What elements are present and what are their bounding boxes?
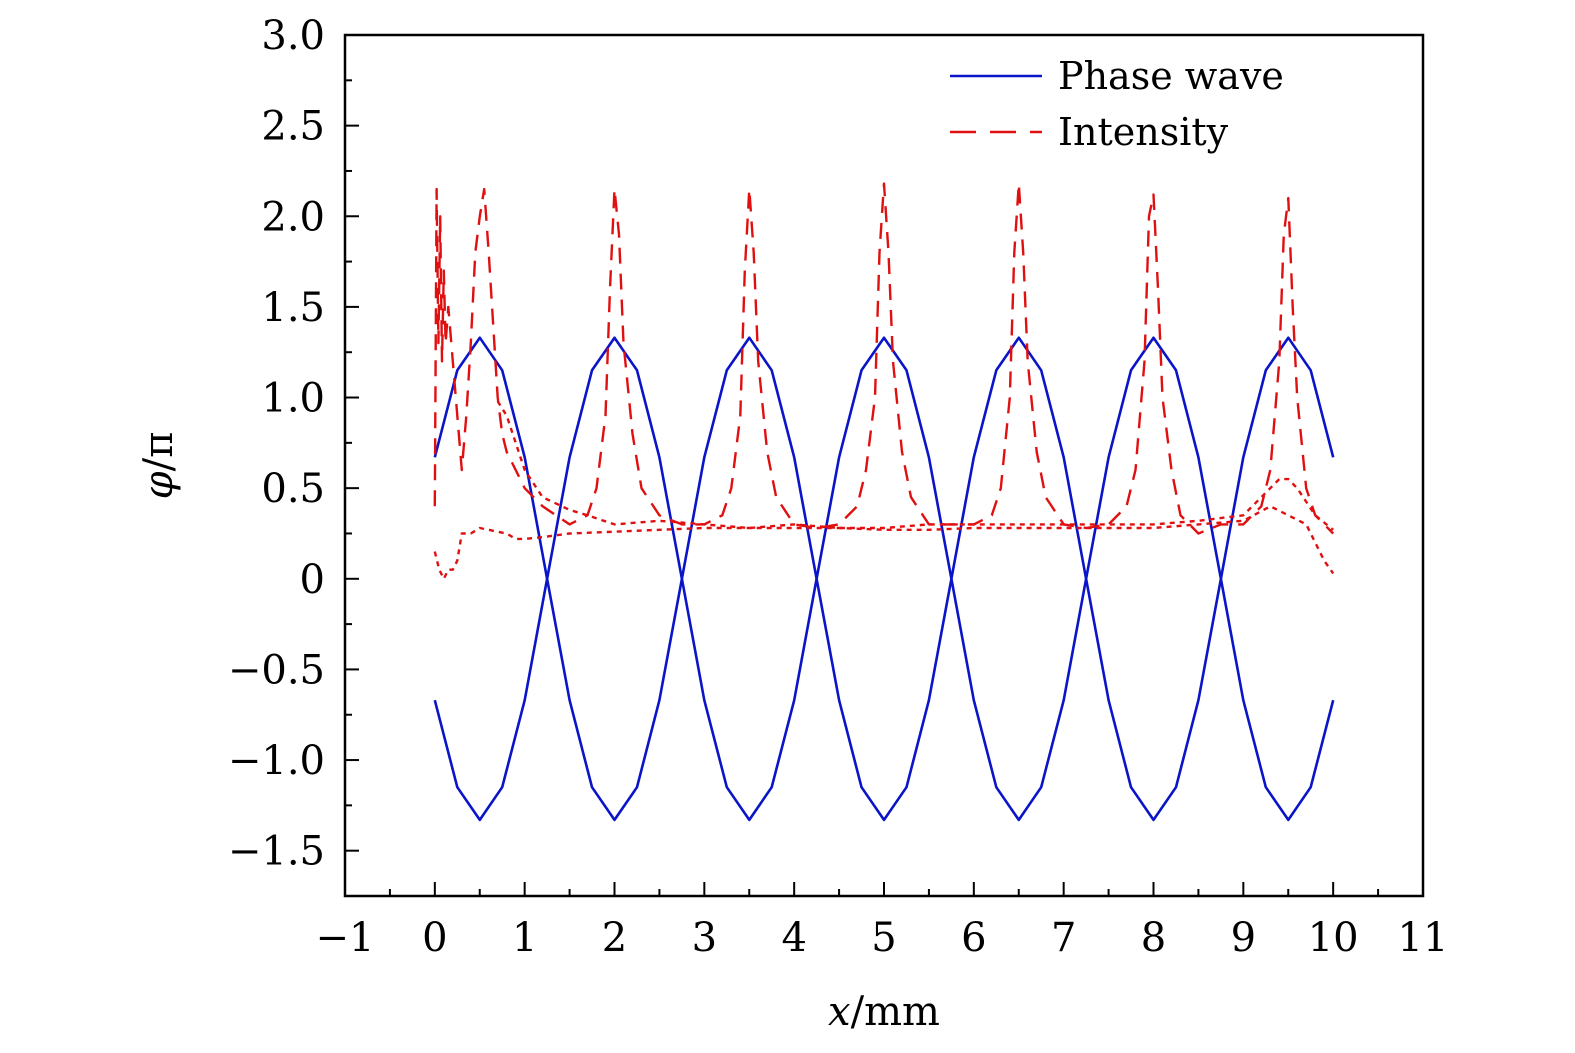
- x-tick-label: 11: [1398, 915, 1449, 961]
- y-tick-label: 2.0: [261, 194, 325, 240]
- labels-layer: −1 0 1 2 3 4 5 6 7 8 9 10 11 −1.5 −1.0 −0.5 0 0.5 1.0 1.5 2.…: [228, 13, 1449, 961]
- y-tick-label: −1.5: [228, 829, 325, 875]
- x-tick-label: 8: [1141, 915, 1166, 961]
- x-tick-label: 6: [961, 915, 986, 961]
- x-tick-label: 2: [602, 915, 627, 961]
- y-tick-label: −0.5: [228, 647, 325, 693]
- x-axis-var: x: [828, 989, 851, 1035]
- y-tick-label: 0: [300, 557, 325, 603]
- x-tick-label: 5: [871, 915, 896, 961]
- x-tick-label: 7: [1051, 915, 1076, 961]
- y-tick-label: 0.5: [261, 466, 325, 512]
- x-tick-label: 3: [692, 915, 717, 961]
- series-line-2: [433, 182, 1335, 535]
- y-tick-label: 3.0: [261, 13, 325, 59]
- y-tick-label: 1.5: [261, 285, 325, 331]
- series-line-1: [433, 336, 1335, 822]
- series-layer: [433, 182, 1335, 822]
- x-tick-label: 1: [512, 915, 537, 961]
- ticks-layer: [344, 34, 1424, 897]
- x-axis-title: x/mm: [828, 989, 940, 1035]
- x-tick-label: 9: [1231, 915, 1256, 961]
- x-tick-label: 0: [422, 915, 447, 961]
- x-axis-unit: /mm: [851, 989, 940, 1035]
- y-axis-var: φ: [136, 471, 182, 499]
- y-axis-unit: /π: [136, 432, 182, 472]
- series-line-3: [433, 505, 1335, 580]
- legend-label-phase-wave: Phase wave: [1058, 54, 1284, 98]
- x-tick-label: 10: [1308, 915, 1359, 961]
- y-tick-label: 1.0: [261, 376, 325, 422]
- legend: Phase wave Intensity: [950, 54, 1284, 154]
- y-tick-label: −1.0: [228, 738, 325, 784]
- legend-label-intensity: Intensity: [1058, 110, 1229, 154]
- y-tick-label: 2.5: [261, 104, 325, 150]
- series-line-4: [496, 400, 1334, 531]
- x-tick-label: 4: [781, 915, 806, 961]
- series-line-0: [433, 336, 1335, 822]
- x-tick-label: −1: [316, 915, 375, 961]
- y-axis-title: φ/π: [136, 432, 182, 500]
